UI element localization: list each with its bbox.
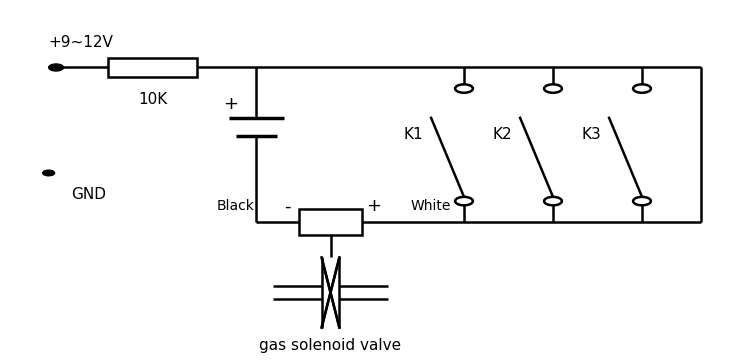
Circle shape bbox=[633, 84, 651, 93]
Text: K3: K3 bbox=[581, 127, 602, 142]
Text: GND: GND bbox=[71, 186, 106, 202]
Text: -: - bbox=[284, 197, 291, 215]
Circle shape bbox=[455, 197, 473, 205]
Text: Black: Black bbox=[217, 199, 254, 213]
Circle shape bbox=[455, 84, 473, 93]
Circle shape bbox=[544, 84, 562, 93]
Circle shape bbox=[544, 197, 562, 205]
Text: gas solenoid valve: gas solenoid valve bbox=[260, 338, 401, 353]
Text: K1: K1 bbox=[404, 127, 423, 142]
Bar bbox=[299, 209, 362, 235]
Text: +: + bbox=[223, 95, 238, 113]
Text: 10K: 10K bbox=[138, 91, 167, 107]
Bar bbox=[108, 58, 197, 77]
Circle shape bbox=[43, 170, 55, 176]
Text: White: White bbox=[410, 199, 451, 213]
Circle shape bbox=[633, 197, 651, 205]
Circle shape bbox=[49, 64, 64, 71]
Text: +9~12V: +9~12V bbox=[49, 35, 113, 50]
Text: K2: K2 bbox=[493, 127, 512, 142]
Text: +: + bbox=[366, 197, 381, 215]
